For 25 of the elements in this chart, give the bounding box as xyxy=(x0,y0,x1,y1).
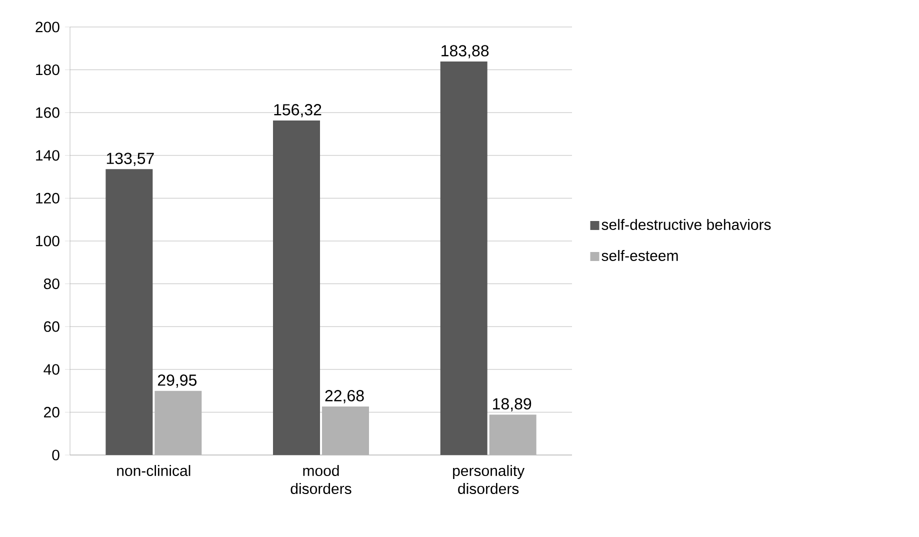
y-tick-label: 0 xyxy=(52,450,60,460)
data-label: 18,89 xyxy=(493,398,532,412)
y-tick-label: 120 xyxy=(36,192,60,204)
data-label: 156,32 xyxy=(274,104,322,118)
y-tick-label: 160 xyxy=(36,107,60,118)
x-tick-label: personality disorders xyxy=(453,465,525,494)
y-tick-label: 40 xyxy=(44,364,60,375)
y-tick-label: 20 xyxy=(44,406,60,418)
x-tick-label: mood disorders xyxy=(290,465,352,494)
x-tick-label: non-clinical xyxy=(117,465,190,476)
y-tick-label: 180 xyxy=(36,64,60,76)
data-label: 183,88 xyxy=(442,45,489,58)
legend-label: self-esteem xyxy=(602,250,678,261)
data-label: 133,57 xyxy=(106,152,154,166)
y-tick-label: 140 xyxy=(36,150,60,161)
data-label: 22,68 xyxy=(325,390,364,404)
y-tick-label: 100 xyxy=(36,236,60,246)
data-label: 29,95 xyxy=(158,374,197,388)
y-tick-label: 200 xyxy=(36,22,60,32)
y-tick-label: 80 xyxy=(44,278,60,290)
bar xyxy=(273,120,320,455)
bar xyxy=(440,61,488,455)
legend-label: self-destructive behaviors xyxy=(602,218,771,230)
bar xyxy=(106,169,153,455)
y-tick-label: 60 xyxy=(44,321,60,332)
